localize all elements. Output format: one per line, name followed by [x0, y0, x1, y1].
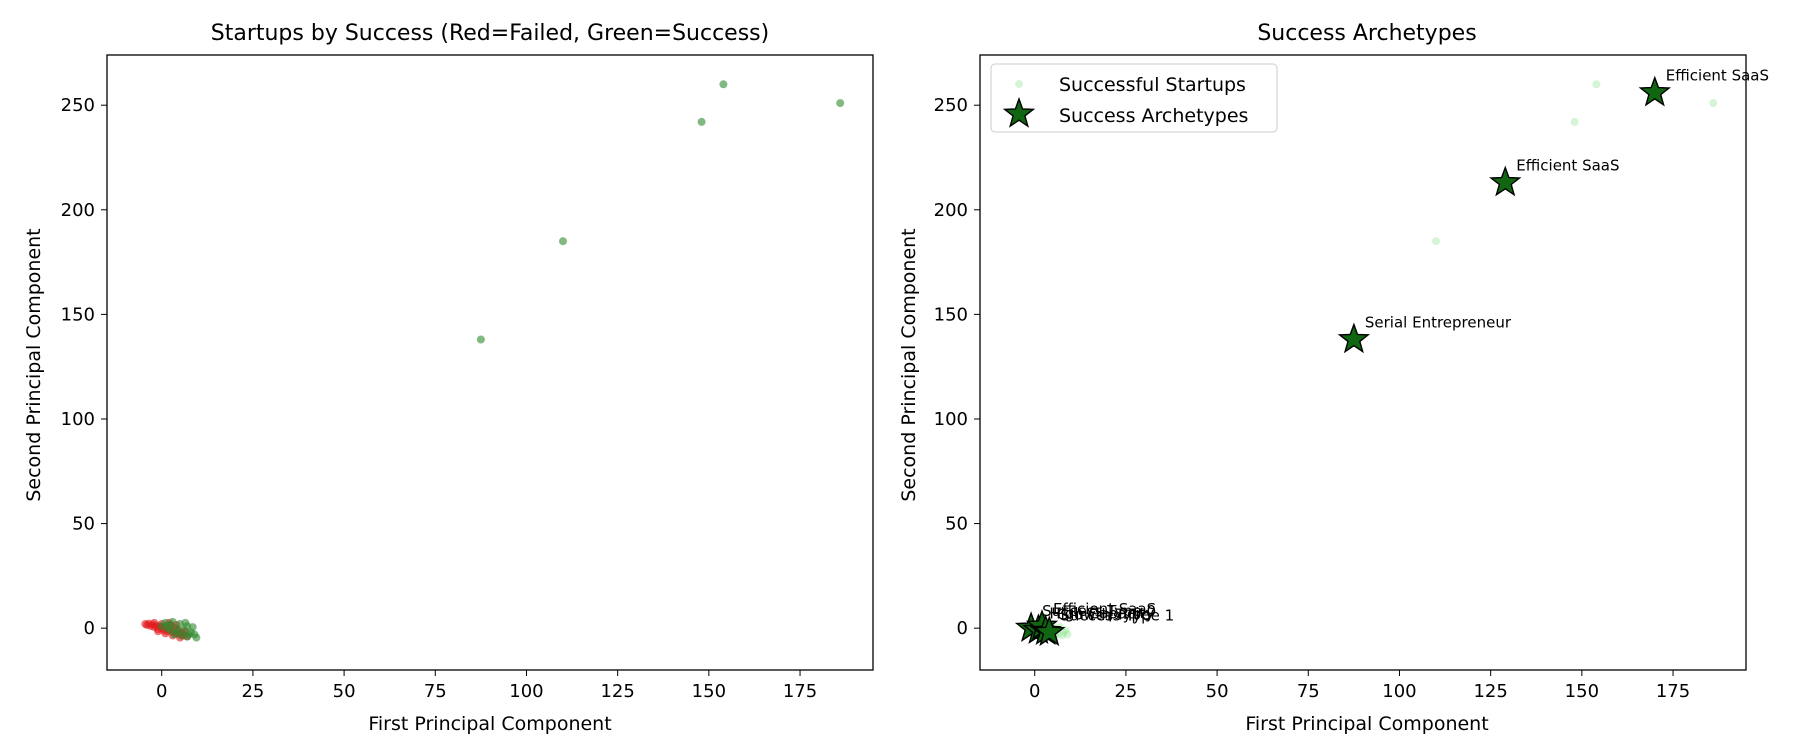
legend-box: [990, 63, 1278, 133]
x-tick-label: 50: [333, 681, 356, 702]
right-x-axis-label: First Principal Component: [1245, 713, 1488, 735]
y-tick-label: 0: [84, 618, 95, 639]
plot-area-frame: [979, 54, 1747, 671]
y-tick-label: 250: [61, 95, 95, 116]
successful-startup-point: [559, 237, 567, 246]
archetype-label: Growth Type: [1057, 605, 1151, 623]
legend-startup-marker: [1015, 80, 1023, 88]
x-tick-label: 125: [600, 681, 634, 702]
y-tick-label: 200: [934, 200, 968, 221]
y-tick-label: 150: [61, 304, 95, 325]
successful-startup-point: [1058, 631, 1067, 640]
y-tick-label: 100: [61, 409, 95, 430]
successful-startup-point: [1063, 630, 1072, 639]
archetype-label: Efficient SaaS: [1666, 67, 1769, 85]
x-tick-label: 150: [1565, 681, 1599, 702]
successful-startup-point: [1592, 80, 1601, 89]
x-tick-label: 25: [241, 681, 264, 702]
x-tick-label: 125: [1473, 681, 1507, 702]
successful-startup-point: [1432, 237, 1440, 246]
x-tick-label: 100: [509, 681, 543, 702]
successful-startup-point: [192, 633, 201, 642]
left-chart-title: Startups by Success (Red=Failed, Green=S…: [211, 21, 769, 46]
archetype-label: Efficient SaaS: [1516, 157, 1619, 175]
successful-startup-point: [697, 117, 706, 126]
x-tick-label: 100: [1382, 681, 1416, 702]
archetype-label: Success Type 0: [1042, 602, 1156, 620]
x-tick-label: 175: [1656, 681, 1690, 702]
successful-startup-point: [168, 617, 177, 626]
y-tick-label: 50: [945, 514, 968, 535]
x-tick-label: 0: [1029, 681, 1040, 702]
successful-startup-point: [181, 618, 190, 627]
archetype-label: Serial Entrepreneur: [1365, 314, 1512, 332]
x-tick-label: 150: [692, 681, 726, 702]
successful-startup-point: [1570, 117, 1579, 126]
successful-startup-point: [1059, 628, 1068, 637]
archetype-star-marker: [1638, 75, 1672, 107]
successful-startup-point: [476, 335, 485, 344]
successful-startup-point: [163, 624, 172, 633]
successful-startup-point: [188, 623, 197, 632]
y-tick-label: 150: [934, 304, 968, 325]
y-tick-label: 0: [957, 618, 968, 639]
archetype-label: High Capacity: [1049, 604, 1154, 622]
x-tick-label: 50: [1206, 681, 1229, 702]
legend-startups-label: Successful Startups: [1059, 74, 1246, 96]
y-tick-label: 50: [72, 514, 95, 535]
right-chart-title: Success Archetypes: [1257, 21, 1476, 46]
x-tick-label: 25: [1114, 681, 1137, 702]
x-tick-label: 75: [424, 681, 447, 702]
x-tick-label: 0: [156, 681, 167, 702]
archetype-star-marker: [1033, 615, 1066, 647]
right-y-axis-label: Second Principal Component: [898, 228, 920, 501]
plot-area-frame: [106, 54, 874, 671]
x-tick-label: 75: [1297, 681, 1320, 702]
left-chart-panel: Startups by Success (Red=Failed, Green=S…: [23, 21, 874, 735]
successful-startup-point: [1709, 99, 1718, 108]
y-tick-label: 100: [934, 409, 968, 430]
y-tick-label: 200: [61, 200, 95, 221]
archetype-label: Efficient SaaS: [1053, 600, 1156, 618]
right-chart-panel: Success Archetypes First Principal Compo…: [898, 21, 1769, 735]
archetype-label: Success Type 1: [1060, 606, 1174, 624]
archetype-star-marker: [1489, 165, 1522, 197]
left-y-axis-label: Second Principal Component: [23, 228, 45, 501]
left-x-axis-label: First Principal Component: [368, 713, 611, 735]
legend-archetypes-label: Success Archetypes: [1059, 105, 1248, 127]
successful-startup-point: [836, 99, 845, 108]
archetype-star-marker: [1337, 322, 1371, 354]
successful-startup-point: [719, 80, 728, 89]
x-tick-label: 175: [783, 681, 817, 702]
y-tick-label: 250: [934, 95, 968, 116]
failed-startup-point: [150, 618, 159, 627]
legend-archetype-marker: [1002, 96, 1036, 128]
successful-startup-point: [183, 632, 192, 641]
